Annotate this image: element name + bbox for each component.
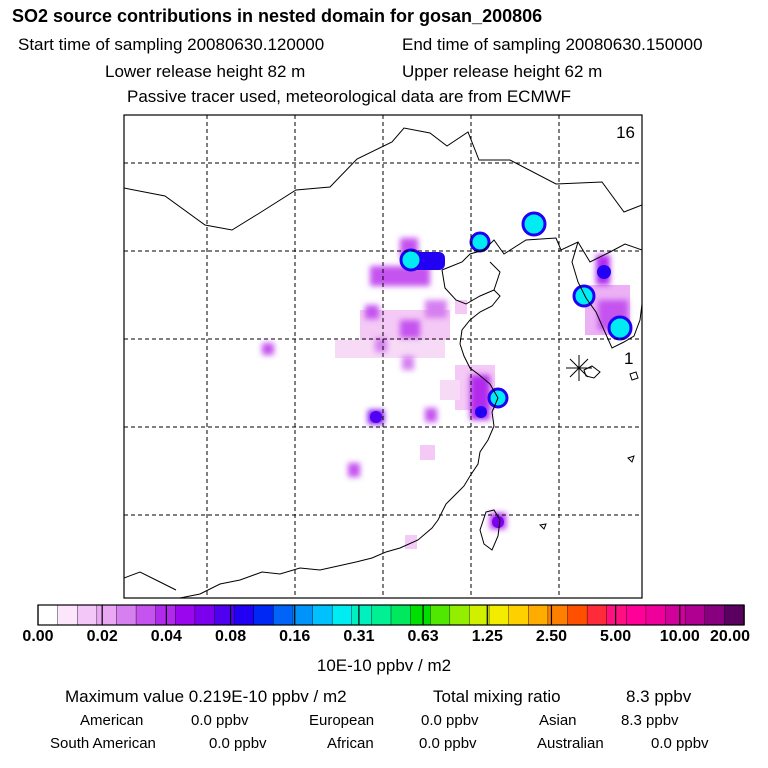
colorbar-units: 10E-10 ppbv / m2 xyxy=(316,656,452,675)
colorbar-tick-label: 20.00 xyxy=(709,628,751,645)
start-time-label: Start time of sampling 20080630.120000 xyxy=(18,35,325,54)
colorbar-cell xyxy=(704,604,726,626)
colorbar-cell xyxy=(194,604,216,626)
colorbar-tick-label: 0.31 xyxy=(343,628,375,645)
colorbar-tick-label: 0.04 xyxy=(150,628,182,645)
colorbar-cell xyxy=(626,604,647,626)
coastlines xyxy=(124,127,642,598)
so2-plume-medium xyxy=(262,238,628,529)
region-value: 0.0 ppbv xyxy=(421,712,479,729)
colorbar-cell xyxy=(292,604,314,626)
region-name: European xyxy=(309,712,375,729)
colorbar-cell xyxy=(273,604,294,626)
colorbar-cell xyxy=(37,604,59,626)
colorbar-tick-label: 0.63 xyxy=(407,628,439,645)
colorbar-cell xyxy=(116,604,137,626)
colorbar-cell xyxy=(390,604,412,626)
colorbar-cell xyxy=(645,604,667,626)
colorbar-cell xyxy=(371,604,392,626)
colorbar-cell xyxy=(233,604,255,626)
colorbar-tick-label: 1.25 xyxy=(471,628,503,645)
colorbar-cell xyxy=(77,604,98,626)
colorbar xyxy=(37,604,745,626)
panel-number: 16 xyxy=(616,123,635,142)
colorbar-cell xyxy=(469,604,490,626)
colorbar-tick-label: 5.00 xyxy=(600,628,632,645)
total-mixing-value: 8.3 ppbv xyxy=(626,687,692,706)
colorbar-cell xyxy=(528,604,549,626)
end-time-label: End time of sampling 20080630.150000 xyxy=(402,35,703,54)
region-name: American xyxy=(80,712,144,729)
region-name: Asian xyxy=(539,712,577,729)
colorbar-cell xyxy=(331,604,353,626)
colorbar-cell xyxy=(586,604,608,626)
colorbar-cell xyxy=(684,604,706,626)
colorbar-cell xyxy=(175,604,196,626)
region-value: 0.0 ppbv xyxy=(419,735,477,752)
colorbar-cell xyxy=(57,604,78,626)
colorbar-cell xyxy=(214,604,235,626)
colorbar-tick-label: 0.02 xyxy=(86,628,118,645)
colorbar-cell xyxy=(253,604,275,626)
colorbar-cell xyxy=(449,604,471,626)
colorbar-tick-label: 2.50 xyxy=(535,628,568,645)
colorbar-cell xyxy=(351,604,373,626)
region-name: Australian xyxy=(537,735,604,752)
so2-hotspots xyxy=(370,211,633,528)
region-value: 0.0 ppbv xyxy=(651,735,709,752)
region-name: South American xyxy=(50,735,156,752)
total-mixing-label: Total mixing ratio xyxy=(433,687,561,706)
colorbar-cell xyxy=(96,604,118,626)
colorbar-tick-label: 0.00 xyxy=(22,628,54,645)
map-frame xyxy=(123,114,643,599)
colorbar-cell xyxy=(430,604,451,626)
colorbar-cell xyxy=(606,604,628,626)
region-value: 0.0 ppbv xyxy=(191,712,249,729)
colorbar-frame xyxy=(37,604,745,626)
colorbar-cell xyxy=(508,604,529,626)
colorbar-cell xyxy=(724,604,745,626)
point-label: 1 xyxy=(624,349,633,368)
map-title: SO2 source contributions in nested domai… xyxy=(12,6,543,26)
lower-release-label: Lower release height 82 m xyxy=(105,62,306,81)
region-value: 8.3 ppbv xyxy=(621,712,679,729)
map-gridlines xyxy=(124,115,642,598)
colorbar-cell xyxy=(135,604,157,626)
tracer-info-label: Passive tracer used, meteorological data… xyxy=(127,87,572,106)
receptor-asterisk-icon xyxy=(566,355,592,381)
max-value-label: Maximum value 0.219E-10 ppbv / m2 xyxy=(65,687,347,706)
colorbar-cell xyxy=(155,604,176,626)
colorbar-cell xyxy=(665,604,686,626)
colorbar-tick-label: 10.00 xyxy=(659,628,700,645)
colorbar-cell xyxy=(567,604,588,626)
colorbar-tick-label: 0.16 xyxy=(279,628,311,645)
colorbar-cell xyxy=(488,604,510,626)
upper-release-label: Upper release height 62 m xyxy=(402,62,603,81)
colorbar-cell xyxy=(312,604,333,626)
colorbar-cell xyxy=(410,604,431,626)
region-value: 0.0 ppbv xyxy=(209,735,267,752)
colorbar-tick-label: 0.08 xyxy=(214,628,247,645)
region-name: African xyxy=(327,735,374,752)
